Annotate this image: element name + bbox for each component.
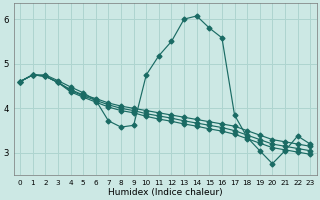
X-axis label: Humidex (Indice chaleur): Humidex (Indice chaleur)	[108, 188, 222, 197]
